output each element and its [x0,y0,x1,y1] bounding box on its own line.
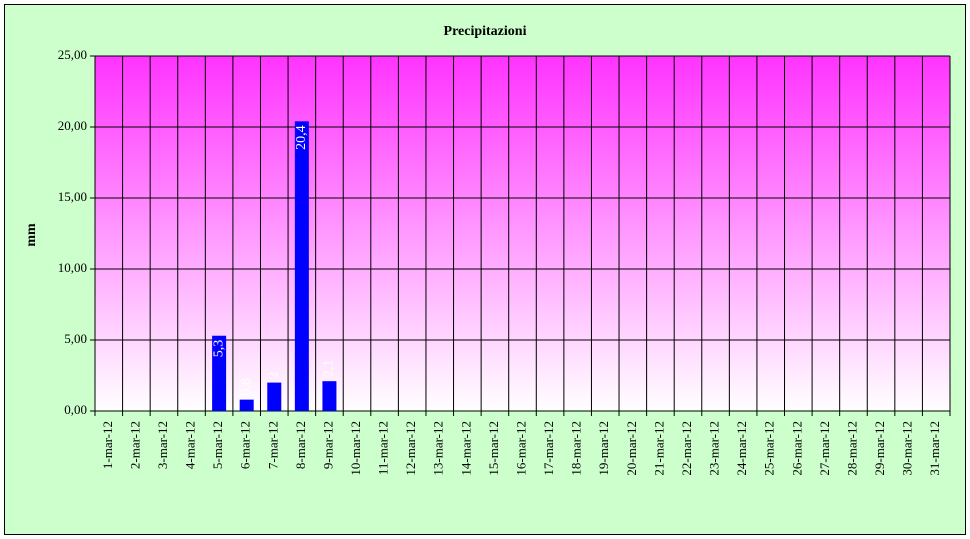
x-tick-label: 6-mar-12 [238,421,253,469]
x-tick-label: 23-mar-12 [707,421,722,476]
x-tick-label: 26-mar-12 [789,421,804,476]
bar [212,335,227,411]
y-tick-label: 0,00 [64,402,87,417]
x-tick-label: 4-mar-12 [183,421,198,469]
data-label: 20,4 [294,125,309,150]
y-tick-label: 25,00 [58,47,87,62]
x-tick-label: 13-mar-12 [431,421,446,476]
x-tick-label: 29-mar-12 [872,421,887,476]
x-tick-label: 14-mar-12 [458,421,473,476]
x-tick-label: 30-mar-12 [900,421,915,476]
x-tick-label: 1-mar-12 [100,421,115,469]
x-tick-label: 16-mar-12 [513,421,528,476]
data-label: 5,3 [211,340,226,358]
x-tick-label: 21-mar-12 [651,421,666,476]
chart-title: Precipitazioni [444,24,527,39]
data-label: 2 [266,372,281,379]
x-tick-label: 24-mar-12 [734,421,749,476]
data-label: 2,1 [322,360,337,378]
x-tick-label: 20-mar-12 [624,421,639,476]
x-tick-label: 15-mar-12 [486,421,501,476]
x-tick-label: 17-mar-12 [541,421,556,476]
x-tick-label: 19-mar-12 [596,421,611,476]
x-tick-label: 31-mar-12 [927,421,942,476]
x-tick-label: 2-mar-12 [127,421,142,469]
x-tick-label: 18-mar-12 [569,421,584,476]
bar [322,381,337,411]
x-tick-label: 28-mar-12 [844,421,859,476]
data-label: 0,8 [239,378,254,396]
x-tick-label: 9-mar-12 [320,421,335,469]
x-tick-label: 8-mar-12 [293,421,308,469]
x-tick-label: 27-mar-12 [817,421,832,476]
x-tick-label: 10-mar-12 [348,421,363,476]
y-tick-label: 10,00 [58,260,87,275]
bar [239,399,254,411]
bar [267,382,282,411]
x-tick-label: 5-mar-12 [210,421,225,469]
x-tick-label: 22-mar-12 [679,421,694,476]
x-tick-label: 12-mar-12 [403,421,418,476]
bar [294,121,309,411]
x-tick-label: 3-mar-12 [155,421,170,469]
y-tick-label: 20,00 [58,118,87,133]
x-tick-label: 11-mar-12 [376,421,391,475]
x-tick-label: 7-mar-12 [265,421,280,469]
y-tick-label: 5,00 [64,331,87,346]
y-tick-label: 15,00 [58,189,87,204]
plot-area [95,56,950,411]
y-axis-label: mm [24,223,39,247]
x-tick-label: 25-mar-12 [762,421,777,476]
